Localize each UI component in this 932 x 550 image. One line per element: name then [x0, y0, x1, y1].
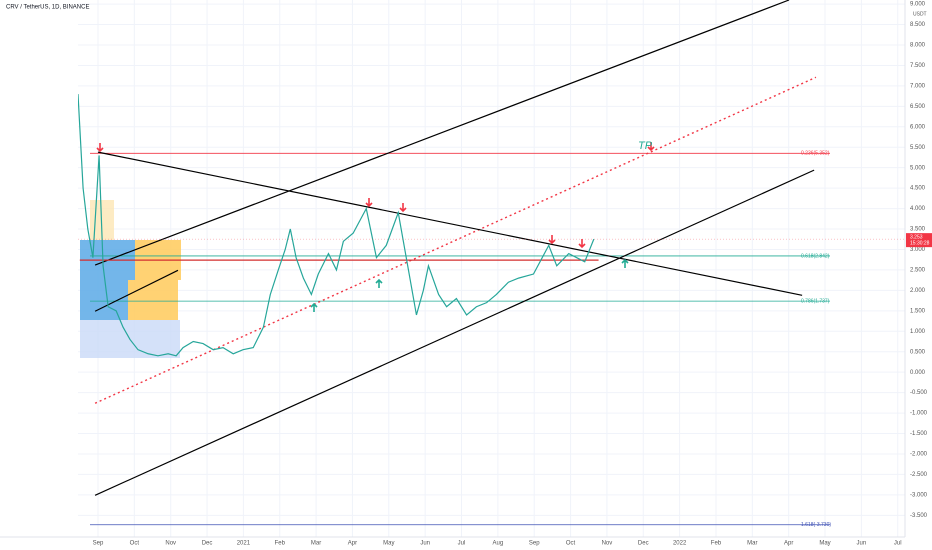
x-tick-label: Jul [894, 541, 902, 547]
y-tick-label: -1.000 [910, 411, 928, 417]
y-tick-label: 0.000 [910, 370, 926, 376]
y-tick-label: 3.500 [910, 227, 926, 233]
x-tick-label: Oct [130, 541, 140, 547]
x-tick-label: Sep [93, 541, 104, 547]
y-tick-label: -3.500 [910, 513, 928, 519]
trend-line [94, 0, 790, 266]
x-tick-label: Mar [747, 541, 757, 547]
y-tick-label: 9.000 [910, 2, 926, 8]
y-tick-label: -2.500 [910, 472, 928, 478]
volume-profile [128, 280, 178, 320]
y-tick-label: 7.000 [910, 83, 926, 89]
y-tick-label: 6.500 [910, 104, 926, 110]
trend-line [94, 269, 179, 312]
x-tick-label: 2021 [237, 541, 251, 547]
arrows [96, 142, 655, 312]
x-tick-label: Aug [493, 541, 504, 547]
y-tick-label: 7.500 [910, 63, 926, 69]
x-tick-label: Apr [784, 541, 793, 547]
x-tick-label: Jul [458, 541, 466, 547]
x-tick-label: Nov [602, 541, 613, 547]
fib-label: 1.618(-3.730) [801, 522, 831, 528]
x-tick-label: Apr [348, 541, 357, 547]
y-tick-label: -3.000 [910, 492, 928, 498]
fib-label: 0.236(5.352) [801, 151, 830, 157]
last-price-label: 3.253 [910, 234, 923, 240]
trend-line [94, 169, 815, 496]
y-tick-label: -1.500 [910, 431, 928, 437]
x-tick-label: Oct [566, 541, 576, 547]
volume-profile [80, 280, 128, 320]
x-tick-label: Jun [857, 541, 867, 547]
y-tick-label: 3.000 [910, 247, 926, 253]
y-tick-label: -0.500 [910, 390, 928, 396]
chart-title: CRV / TetherUS, 1D, BINANCE [6, 5, 89, 11]
y-tick-label: 8.000 [910, 43, 926, 49]
y-tick-label: 1.000 [910, 329, 926, 335]
x-tick-label: Feb [275, 541, 286, 547]
annotation: TP [638, 140, 653, 152]
drawings: 0.236(5.352) 0.618(2.842) 0.786(1.737) 1.61… [78, 0, 831, 528]
y-tick-label: 2.000 [910, 288, 926, 294]
x-tick-label: Dec [202, 541, 213, 547]
x-tick-label: Jun [420, 541, 430, 547]
fib-label: 0.618(2.842) [801, 253, 830, 259]
x-tick-label: 2022 [673, 541, 687, 547]
y-tick-label: 6.000 [910, 124, 926, 130]
fib-label: 0.786(1.737) [801, 298, 830, 304]
x-tick-label: Mar [311, 541, 321, 547]
y-tick-label: -2.000 [910, 452, 928, 458]
y-tick-label: 1.500 [910, 308, 926, 314]
x-tick-label: Sep [529, 541, 540, 547]
y-tick-label: 2.500 [910, 268, 926, 274]
x-tick-label: Dec [638, 541, 649, 547]
x-tick-label: May [383, 541, 394, 547]
last-price-box [906, 233, 932, 248]
y-tick-label: 5.500 [910, 145, 926, 151]
price-line [78, 94, 595, 357]
y-tick-label: 5.000 [910, 165, 926, 171]
y-unit: USDT [913, 11, 927, 17]
x-tick-label: Nov [165, 541, 176, 547]
y-tick-label: 8.500 [910, 22, 926, 28]
x-tick-label: Feb [711, 541, 722, 547]
x-tick-label: May [819, 541, 830, 547]
grid [78, 0, 905, 537]
y-tick-label: 0.500 [910, 349, 926, 355]
countdown: 15:30:28 [910, 240, 930, 246]
trend-line [97, 151, 803, 296]
y-tick-label: 4.500 [910, 186, 926, 192]
y-tick-label: 4.000 [910, 206, 926, 212]
